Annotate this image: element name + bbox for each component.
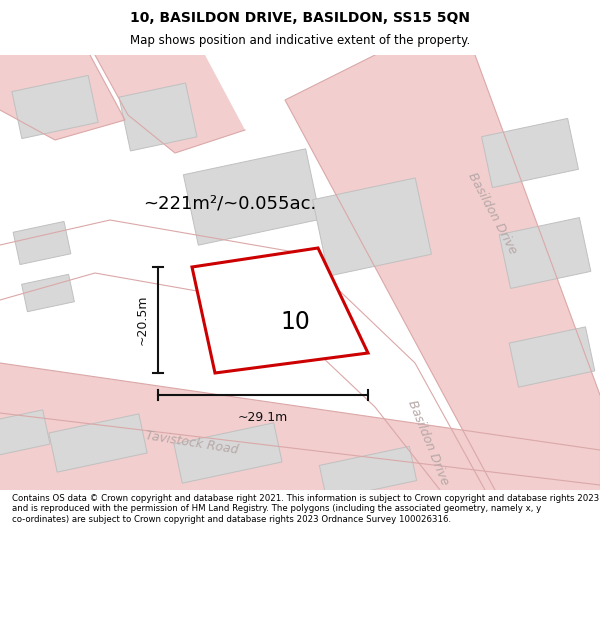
Text: ~221m²/~0.055ac.: ~221m²/~0.055ac. xyxy=(143,194,317,212)
Text: ~29.1m: ~29.1m xyxy=(238,411,288,424)
Text: Map shows position and indicative extent of the property.: Map shows position and indicative extent… xyxy=(130,34,470,47)
Polygon shape xyxy=(0,55,125,140)
Polygon shape xyxy=(13,221,71,264)
Text: 10: 10 xyxy=(280,310,310,334)
Text: Contains OS data © Crown copyright and database right 2021. This information is : Contains OS data © Crown copyright and d… xyxy=(12,494,599,524)
Polygon shape xyxy=(174,423,282,483)
Polygon shape xyxy=(509,327,595,387)
Polygon shape xyxy=(49,414,147,472)
Text: Basildon Drive: Basildon Drive xyxy=(465,170,519,256)
Polygon shape xyxy=(0,410,50,456)
Polygon shape xyxy=(499,217,591,288)
Polygon shape xyxy=(285,55,600,490)
Text: Basildon Drive: Basildon Drive xyxy=(405,399,451,488)
Polygon shape xyxy=(192,248,368,373)
Polygon shape xyxy=(184,149,320,245)
Text: ~20.5m: ~20.5m xyxy=(136,295,149,345)
Polygon shape xyxy=(482,118,578,188)
Polygon shape xyxy=(95,55,245,153)
Polygon shape xyxy=(22,274,74,312)
Polygon shape xyxy=(119,83,197,151)
Polygon shape xyxy=(319,446,416,499)
Polygon shape xyxy=(0,363,600,490)
Text: 10, BASILDON DRIVE, BASILDON, SS15 5QN: 10, BASILDON DRIVE, BASILDON, SS15 5QN xyxy=(130,11,470,25)
Polygon shape xyxy=(313,178,431,276)
Text: Tavistock Road: Tavistock Road xyxy=(145,429,239,457)
Polygon shape xyxy=(12,76,98,139)
